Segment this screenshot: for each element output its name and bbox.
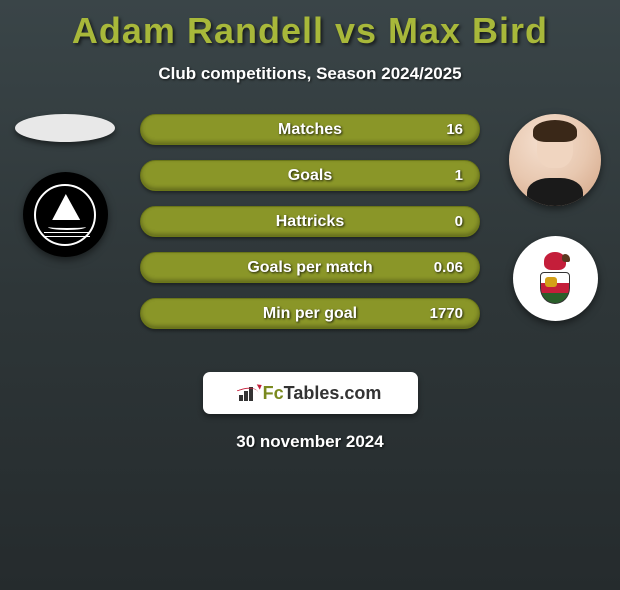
- bristol-crest-icon: [540, 272, 570, 304]
- plymouth-badge-inner: [34, 184, 96, 246]
- plymouth-waves-icon: [44, 232, 90, 238]
- plymouth-sail-icon: [52, 194, 84, 220]
- fctables-brand-text: FcTables.com: [263, 383, 382, 404]
- brand-suffix: Tables.com: [284, 383, 382, 403]
- bristol-club-badge: [513, 236, 598, 321]
- chart-growth-icon: [239, 385, 259, 401]
- stat-value: 1: [455, 167, 463, 184]
- stat-bar-goals: Goals 1: [140, 160, 480, 191]
- bristol-robin-icon: [544, 252, 566, 270]
- stat-bar-goals-per-match: Goals per match 0.06: [140, 252, 480, 283]
- stat-bars: Matches 16 Goals 1 Hattricks 0 Goals per…: [140, 114, 480, 329]
- stat-label: Goals per match: [247, 259, 372, 277]
- fctables-badge[interactable]: FcTables.com: [203, 372, 418, 414]
- stat-label: Min per goal: [263, 305, 357, 323]
- comparison-content: Matches 16 Goals 1 Hattricks 0 Goals per…: [0, 114, 620, 354]
- stat-bar-hattricks: Hattricks 0: [140, 206, 480, 237]
- stat-value: 1770: [430, 305, 463, 322]
- avatar-hair: [533, 120, 577, 142]
- stat-value: 16: [446, 121, 463, 138]
- plymouth-club-badge: [23, 172, 108, 257]
- player-right-avatar: [509, 114, 601, 206]
- page-title: Adam Randell vs Max Bird: [0, 10, 620, 52]
- stat-label: Hattricks: [276, 213, 344, 231]
- subtitle: Club competitions, Season 2024/2025: [0, 64, 620, 84]
- comparison-date: 30 november 2024: [0, 432, 620, 452]
- stat-bar-min-per-goal: Min per goal 1770: [140, 298, 480, 329]
- right-player-column: [500, 114, 610, 321]
- left-player-column: [10, 114, 120, 257]
- bristol-shield-icon: [530, 250, 580, 308]
- stat-value: 0.06: [434, 259, 463, 276]
- brand-prefix: Fc: [263, 383, 284, 403]
- plymouth-hull-icon: [48, 224, 86, 230]
- avatar-body: [527, 178, 583, 206]
- player-left-avatar-placeholder: [15, 114, 115, 142]
- stat-value: 0: [455, 213, 463, 230]
- stat-label: Matches: [278, 121, 342, 139]
- stat-bar-matches: Matches 16: [140, 114, 480, 145]
- stat-label: Goals: [288, 167, 332, 185]
